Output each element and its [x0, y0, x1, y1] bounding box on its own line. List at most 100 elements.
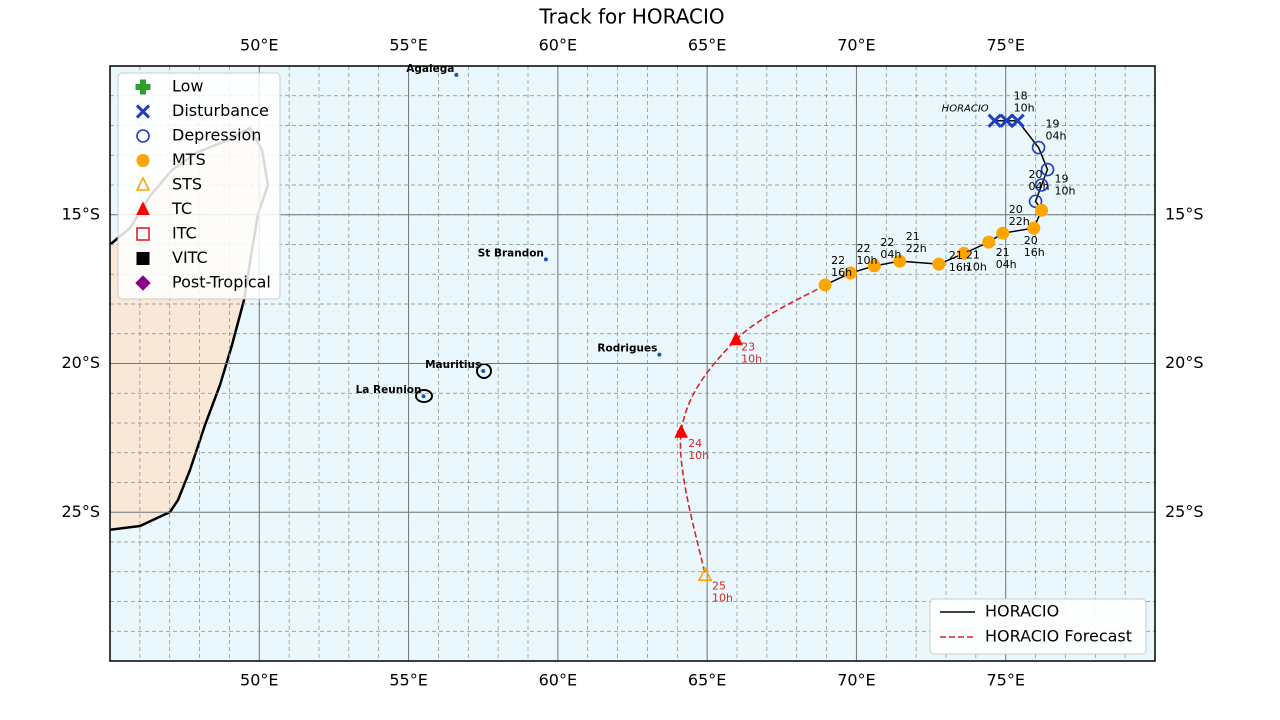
lon-tick-label: 50°E [240, 671, 278, 690]
map-title: Track for HORACIO [538, 5, 724, 29]
lon-tick-label: 75°E [986, 671, 1024, 690]
time-label-hour: 16h [831, 266, 852, 279]
marker-circle [932, 257, 946, 271]
place-marker [454, 72, 459, 77]
time-label-hour: 10h [688, 449, 709, 462]
lat-tick-label: 25°S [1165, 502, 1204, 521]
lon-tick-label: 60°E [539, 671, 577, 690]
legend-label: HORACIO [985, 602, 1059, 621]
place-marker [657, 352, 662, 357]
place-marker [421, 394, 426, 399]
legend-label: ITC [172, 224, 197, 243]
marker-triangle [135, 176, 151, 191]
lon-tick-label: 65°E [688, 36, 726, 55]
time-label-day: 21 [996, 246, 1010, 259]
time-label-hour: 04h [1046, 130, 1067, 143]
time-label-hour: 04h [880, 248, 901, 261]
marker-circle [1040, 162, 1055, 177]
lon-tick-label: 50°E [240, 36, 278, 55]
grid-layer [110, 66, 1155, 661]
legend-label: Depression [172, 126, 261, 145]
legend-label: TC [171, 199, 192, 218]
lon-tick-label: 60°E [539, 36, 577, 55]
place-name: La Reunion [356, 384, 422, 396]
marker-circle [136, 154, 150, 167]
marker-circle [818, 278, 832, 292]
time-label-day: 19 [1046, 118, 1060, 131]
marker-circle [136, 129, 150, 143]
lon-tick-label: 55°E [389, 671, 427, 690]
place-name: Rodrigues [597, 343, 657, 355]
marker-triangle [136, 201, 150, 215]
time-label-day: 24 [688, 437, 702, 450]
marker-circle [893, 254, 907, 268]
forecast-track-line [679, 284, 826, 576]
time-label-day: 21 [966, 248, 980, 261]
time-label-hour: 16h [949, 261, 970, 274]
legend-label: Low [172, 77, 204, 96]
time-label-day: 19 [1055, 173, 1069, 186]
legend-label: Post-Tropical [172, 273, 271, 292]
marker-circle [867, 259, 881, 273]
time-label-hour: 10h [966, 260, 987, 273]
time-label-hour: 10h [856, 254, 877, 267]
marker-triangle [729, 331, 743, 346]
marker-square [136, 227, 150, 241]
time-label-hour: 22h [1009, 215, 1030, 228]
place-marker [481, 368, 486, 373]
marker-diamond [135, 275, 151, 291]
marker-x [987, 113, 1002, 128]
time-label-day: 25 [712, 579, 726, 592]
time-label-day: 20 [1024, 234, 1038, 247]
time-label-hour: 10h [741, 353, 762, 366]
lon-tick-label: 65°E [688, 671, 726, 690]
legend-label: HORACIO Forecast [985, 627, 1132, 646]
time-label-day: 18 [1014, 90, 1028, 103]
place-name: Mauritius [425, 359, 481, 371]
lon-tick-label: 55°E [389, 36, 427, 55]
time-label-day: 21 [906, 230, 920, 243]
track-legend [929, 598, 1147, 655]
marker-circle [1027, 221, 1041, 235]
storm-name: HORACIO [942, 104, 989, 115]
track-layer: 1810h1904h1910h2004h2016h2022h2104h2110h… [674, 90, 1076, 604]
marker-x [1010, 113, 1025, 128]
time-label-hour: 10h [712, 591, 733, 604]
marker-circle [843, 266, 857, 280]
marker-triangle [674, 424, 688, 438]
marker-square [136, 252, 150, 265]
time-label-hour: 22h [906, 242, 927, 255]
la-reunion-island [415, 389, 433, 403]
time-label-day: 20 [1009, 203, 1023, 216]
marker-circle [1031, 140, 1046, 155]
marker-circle [982, 235, 996, 249]
legend-label: VITC [172, 248, 208, 267]
legend-label: Disturbance [172, 101, 269, 120]
lat-tick-label: 15°S [61, 204, 100, 223]
legend-label: MTS [172, 150, 206, 169]
lon-tick-label: 75°E [986, 36, 1024, 55]
marker-x [135, 104, 151, 119]
time-label-day: 21 [949, 249, 963, 262]
category-legend [117, 72, 281, 300]
place-marker [543, 257, 548, 262]
time-label-day: 22 [856, 242, 870, 255]
marker-circle [957, 246, 971, 260]
marker-circle [996, 226, 1010, 240]
place-name: Agalega [406, 63, 454, 75]
lat-tick-label: 25°S [61, 502, 100, 521]
time-label-day: 22 [880, 236, 894, 249]
lon-tick-label: 70°E [837, 671, 875, 690]
legend-label: STS [172, 175, 202, 194]
marker-circle [1035, 203, 1049, 217]
time-label-hour: 10h [1055, 185, 1076, 198]
time-label-day: 20 [1029, 168, 1043, 181]
place-name: St Brandon [478, 247, 544, 259]
time-label-hour: 04h [1029, 180, 1050, 193]
lat-tick-label: 20°S [1165, 353, 1204, 372]
map-frame [109, 65, 1156, 662]
time-label-hour: 16h [1024, 246, 1045, 259]
time-label-hour: 04h [996, 258, 1017, 271]
